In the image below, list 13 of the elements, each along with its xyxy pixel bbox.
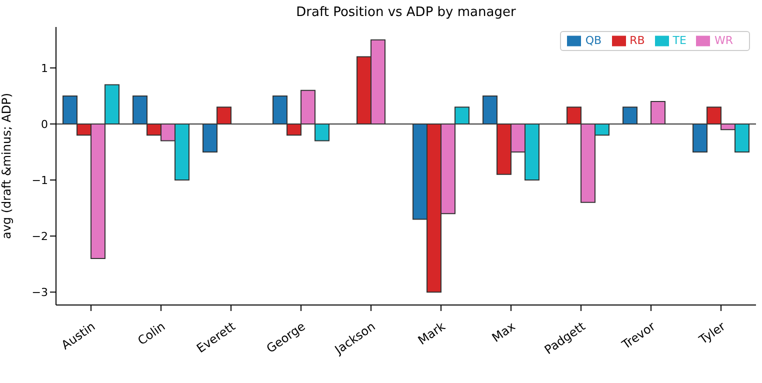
- legend-label: QB: [585, 34, 602, 48]
- y-axis-title: avg (draft &minus; ADP): [0, 92, 14, 240]
- x-tick-label: Max: [489, 319, 518, 345]
- legend-label: WR: [714, 34, 733, 48]
- y-tick-label: 0: [41, 118, 48, 131]
- y-tick-label: −3: [32, 286, 48, 300]
- legend-label: RB: [630, 34, 645, 48]
- y-tick-label: −1: [32, 174, 48, 187]
- y-tick-label: 1: [41, 62, 48, 75]
- chart-title: Draft Position vs ADP by manager: [295, 5, 517, 20]
- legend-label: TE: [672, 34, 686, 48]
- x-tick-label: Colin: [135, 319, 168, 348]
- y-tick-label: −2: [32, 230, 48, 243]
